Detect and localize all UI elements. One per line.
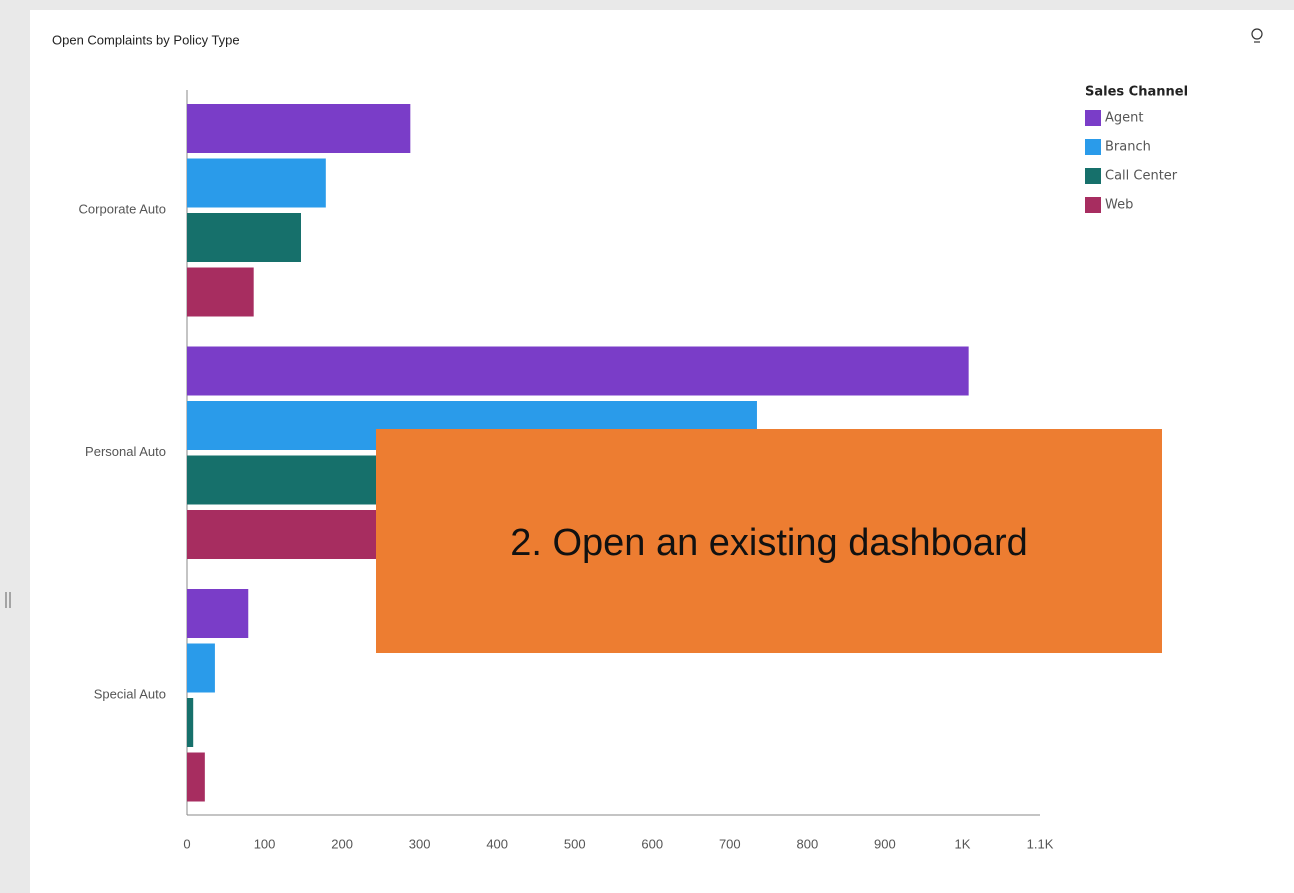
bar bbox=[187, 104, 411, 153]
x-tick-label: 800 bbox=[797, 836, 819, 851]
x-tick-label: 900 bbox=[874, 836, 896, 851]
x-tick-label: 100 bbox=[254, 836, 276, 851]
legend-label: Branch bbox=[1105, 140, 1151, 155]
legend-swatch bbox=[1085, 168, 1101, 184]
legend-swatch bbox=[1085, 139, 1101, 155]
bar bbox=[187, 158, 326, 208]
x-tick-label: 1K bbox=[955, 836, 971, 851]
annotation: 2. Open an existing dashboard bbox=[510, 522, 1028, 564]
bar bbox=[187, 213, 301, 262]
x-tick-label: 600 bbox=[641, 836, 663, 851]
x-tick-label: 300 bbox=[409, 836, 431, 851]
bar bbox=[187, 752, 205, 802]
bar bbox=[187, 698, 194, 747]
bar bbox=[187, 267, 254, 317]
annotation-box bbox=[376, 429, 1162, 653]
x-tick-label: 200 bbox=[331, 836, 353, 851]
chart-title: Open Complaints by Policy Type bbox=[52, 32, 240, 47]
x-tick-label: 500 bbox=[564, 836, 586, 851]
legend-title: Sales Channel bbox=[1085, 85, 1188, 100]
legend-label: Web bbox=[1105, 198, 1133, 213]
y-tick-label: Personal Auto bbox=[85, 444, 166, 459]
legend-label: Call Center bbox=[1105, 169, 1178, 184]
bar bbox=[187, 643, 215, 693]
x-tick-label: 0 bbox=[183, 836, 190, 851]
x-tick-label: 1.1K bbox=[1027, 836, 1054, 851]
bar bbox=[187, 589, 249, 638]
legend-swatch bbox=[1085, 110, 1101, 126]
lightbulb-icon[interactable] bbox=[1251, 28, 1263, 43]
bar bbox=[187, 346, 969, 396]
x-tick-label: 400 bbox=[486, 836, 508, 851]
legend-swatch bbox=[1085, 197, 1101, 213]
y-tick-label: Corporate Auto bbox=[79, 201, 166, 216]
legend-label: Agent bbox=[1105, 111, 1143, 126]
y-tick-label: Special Auto bbox=[94, 686, 166, 701]
x-tick-label: 700 bbox=[719, 836, 741, 851]
